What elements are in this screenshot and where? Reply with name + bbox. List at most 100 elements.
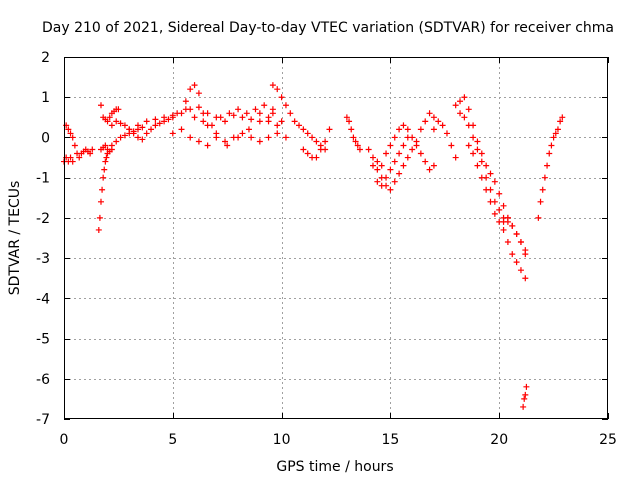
data-point: [396, 150, 403, 157]
data-point: [470, 150, 477, 157]
data-point: [65, 126, 72, 133]
data-point: [523, 383, 530, 390]
data-point: [374, 158, 381, 165]
data-point: [256, 110, 263, 117]
data-point: [500, 226, 507, 233]
data-point: [287, 110, 294, 117]
data-point: [200, 110, 207, 117]
data-point: [313, 154, 320, 161]
data-point: [282, 134, 289, 141]
y-tick-label: 0: [41, 130, 50, 146]
data-point: [541, 174, 548, 181]
data-point: [104, 146, 111, 153]
data-point: [121, 132, 128, 139]
data-point: [269, 110, 276, 117]
data-point: [165, 116, 172, 123]
data-point: [291, 118, 298, 125]
data-point: [478, 174, 485, 181]
data-point: [483, 186, 490, 193]
data-point: [222, 138, 229, 145]
data-point: [222, 118, 229, 125]
y-tick-label: -6: [36, 372, 50, 388]
data-point: [235, 106, 242, 113]
data-point: [304, 130, 311, 137]
data-point: [148, 126, 155, 133]
y-tick-label: 1: [41, 90, 50, 106]
data-point: [448, 142, 455, 149]
data-point: [478, 150, 485, 157]
data-point: [117, 134, 124, 141]
x-tick-label: 15: [381, 432, 399, 448]
data-point: [217, 114, 224, 121]
data-point: [76, 154, 83, 161]
data-point: [439, 122, 446, 129]
data-point: [152, 116, 159, 123]
data-point: [108, 142, 115, 149]
data-point: [265, 114, 272, 121]
data-point: [230, 112, 237, 119]
data-point: [87, 150, 94, 157]
data-point: [387, 166, 394, 173]
data-point: [108, 122, 115, 129]
data-point: [99, 186, 106, 193]
data-point: [478, 158, 485, 165]
data-point: [71, 142, 78, 149]
data-point: [387, 142, 394, 149]
data-point: [113, 138, 120, 145]
y-tick-label: -5: [36, 332, 50, 348]
data-point: [126, 126, 133, 133]
data-point: [521, 395, 528, 402]
data-point: [417, 126, 424, 133]
data-point: [422, 158, 429, 165]
data-point: [465, 106, 472, 113]
plot-frame: [64, 57, 608, 419]
data-point: [496, 190, 503, 197]
data-point: [95, 226, 102, 233]
data-point: [417, 150, 424, 157]
x-tick-label: 0: [60, 432, 69, 448]
data-point: [404, 126, 411, 133]
data-point: [400, 142, 407, 149]
data-point: [487, 170, 494, 177]
data-point: [517, 239, 524, 246]
data-point: [369, 162, 376, 169]
data-point: [378, 182, 385, 189]
data-point: [457, 110, 464, 117]
data-point: [265, 134, 272, 141]
data-point: [550, 134, 557, 141]
data-point: [213, 130, 220, 137]
data-point: [245, 126, 252, 133]
data-point: [435, 118, 442, 125]
data-point: [496, 206, 503, 213]
data-point: [383, 174, 390, 181]
data-point: [121, 122, 128, 129]
data-point: [391, 158, 398, 165]
data-point: [182, 106, 189, 113]
data-point: [274, 130, 281, 137]
x-axis-title: GPS time / hours: [276, 459, 393, 475]
y-tick-labels: 2 1 0 -1 -2 -3 -4 -5 -6 -7: [36, 50, 50, 428]
data-point: [374, 166, 381, 173]
data-point: [134, 122, 141, 129]
data-point: [174, 110, 181, 117]
y-tick-label: -2: [36, 211, 50, 227]
data-point: [391, 134, 398, 141]
data-point: [204, 142, 211, 149]
data-point: [430, 162, 437, 169]
data-point: [391, 178, 398, 185]
data-point: [313, 138, 320, 145]
data-point: [356, 146, 363, 153]
data-point: [239, 114, 246, 121]
data-point: [187, 86, 194, 93]
data-point: [106, 114, 113, 121]
data-point: [269, 82, 276, 89]
data-point: [182, 98, 189, 105]
data-point: [169, 130, 176, 137]
data-point: [256, 138, 263, 145]
y-tick-label: -7: [36, 412, 50, 428]
data-point: [513, 230, 520, 237]
data-point: [452, 154, 459, 161]
data-point: [552, 130, 559, 137]
data-point: [396, 126, 403, 133]
data-point: [248, 116, 255, 123]
